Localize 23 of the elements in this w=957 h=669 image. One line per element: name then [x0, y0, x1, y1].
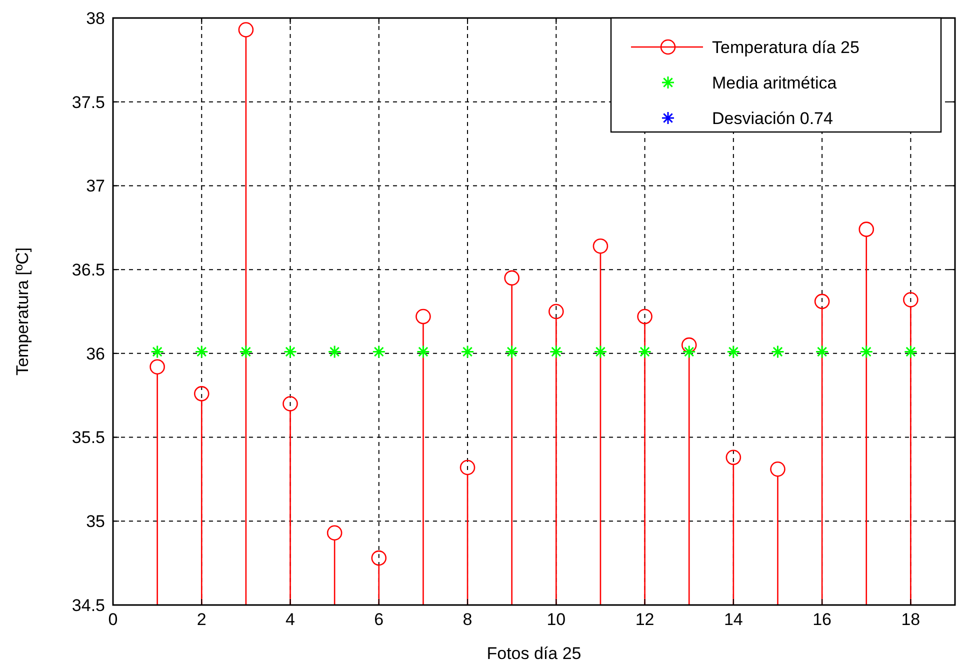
x-tick-label: 18: [901, 610, 920, 629]
x-tick-label: 0: [108, 610, 118, 629]
x-tick-label: 6: [374, 610, 384, 629]
x-tick-label: 10: [546, 610, 566, 629]
legend-label: Media aritmética: [712, 73, 838, 92]
x-axis-title: Fotos día 25: [486, 644, 582, 663]
y-tick-label: 36: [86, 344, 105, 364]
x-tick-label: 4: [286, 610, 295, 629]
x-tick-label: 16: [812, 610, 832, 629]
y-tick-label: 36.5: [72, 260, 105, 280]
x-tick-label: 2: [196, 610, 206, 629]
y-tick-label: 35.5: [72, 428, 105, 448]
x-tick-label: 12: [635, 610, 654, 629]
y-tick-label: 34.5: [72, 596, 105, 615]
legend-label: Temperatura día 25: [712, 38, 860, 57]
y-tick-label: 37: [86, 176, 105, 196]
x-tick-label: 14: [724, 610, 743, 629]
y-tick-label: 35: [86, 512, 105, 532]
y-axis-title: Temperatura [ºC]: [13, 247, 32, 376]
legend-label: Desviación 0.74: [712, 108, 833, 128]
y-tick-label: 37.5: [72, 92, 105, 112]
y-tick-label: 38: [86, 8, 105, 28]
x-tick-label: 8: [462, 610, 472, 629]
